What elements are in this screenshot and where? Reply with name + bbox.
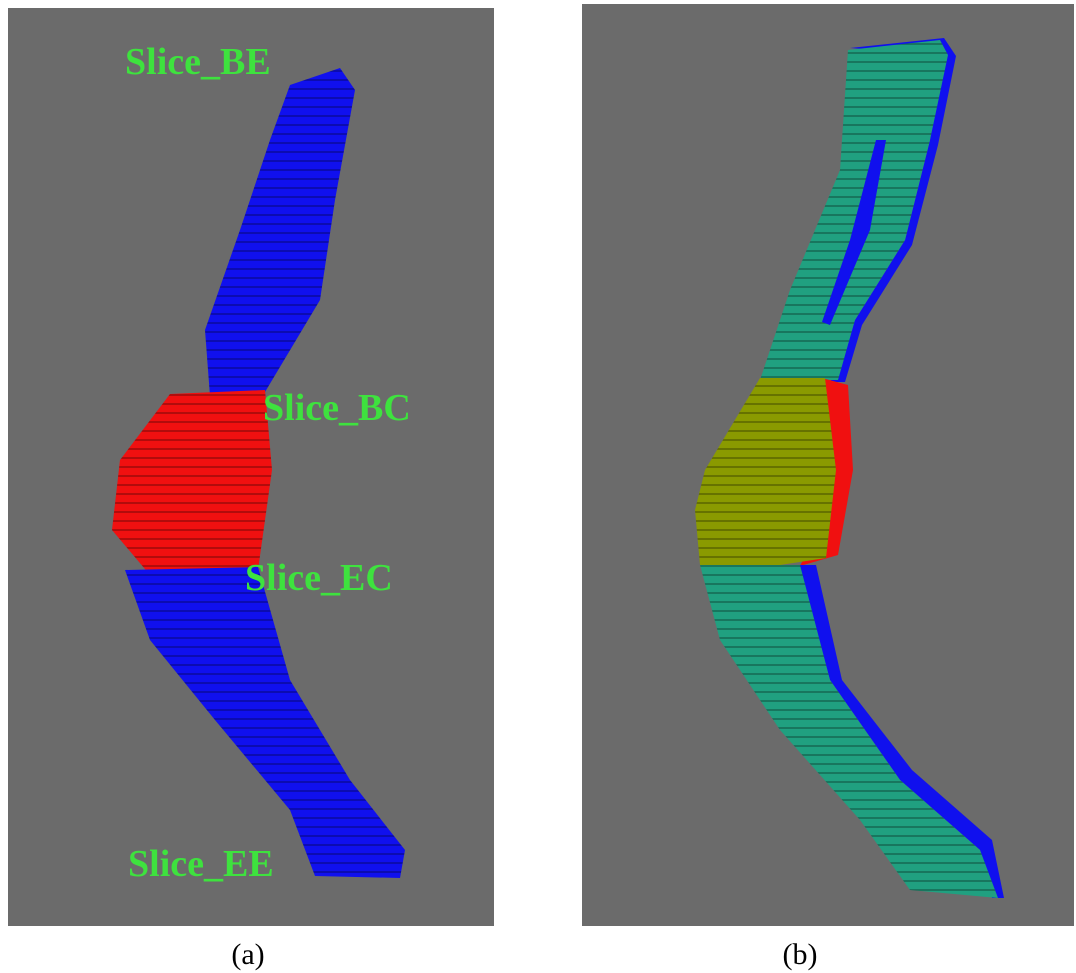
panel-b: (b) <box>582 4 1074 971</box>
slice-label: Slice_BC <box>263 387 411 429</box>
panel-caption: (b) <box>783 938 818 971</box>
page: {"panels": [ {"caption": "(a)", "labels"… <box>0 0 1076 973</box>
figure: Slice_BE Slice_BC Slice_EC Slice_EE (a) … <box>0 0 1076 973</box>
slice-label: Slice_EE <box>128 843 274 885</box>
panel-caption: (a) <box>231 938 264 971</box>
slice-label: Slice_BE <box>125 41 271 83</box>
slice-label: Slice_EC <box>245 557 393 599</box>
panel-a: Slice_BE Slice_BC Slice_EC Slice_EE (a) <box>8 8 494 971</box>
